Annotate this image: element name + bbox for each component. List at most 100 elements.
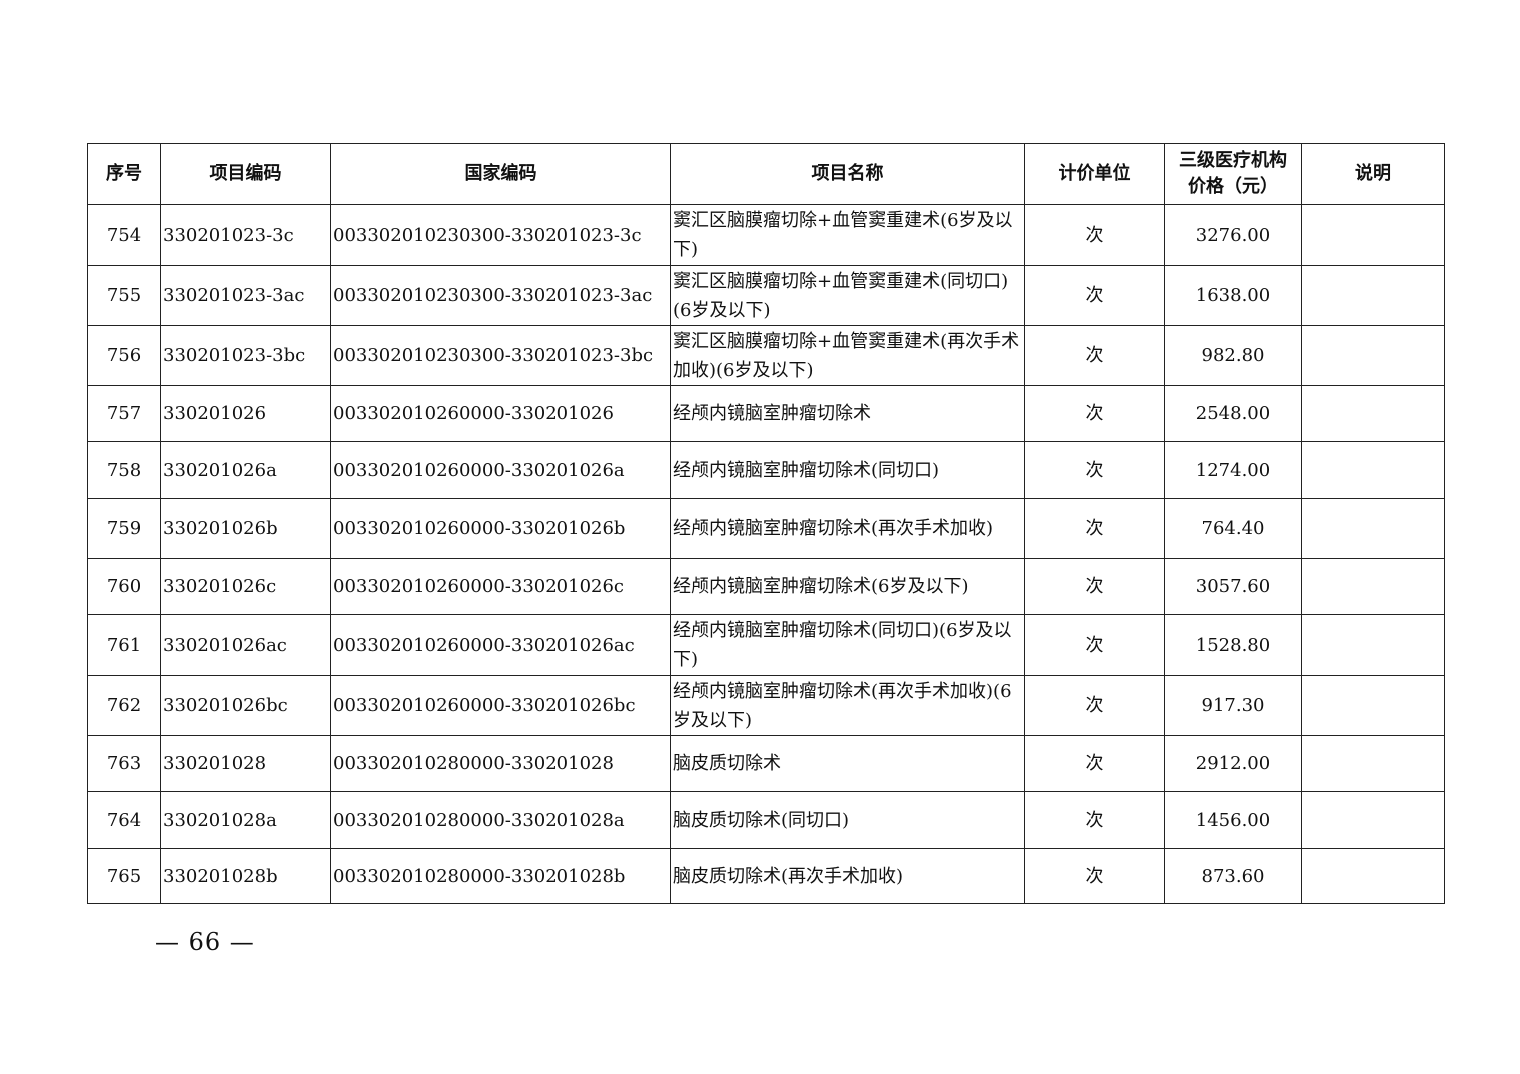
row-no: 754 [87, 204, 161, 266]
header-unit: 计价单位 [1024, 143, 1165, 205]
row-national-code: 003302010260000-330201026a [330, 441, 671, 499]
row-code: 330201026c [160, 558, 331, 615]
row-code: 330201026 [160, 385, 331, 442]
header-code: 项目编码 [160, 143, 331, 205]
row-no: 765 [87, 848, 161, 904]
price-table: 序号 项目编码 国家编码 项目名称 计价单位 三级医疗机构 价格（元） 说明 75… [87, 143, 1445, 904]
header-name: 项目名称 [670, 143, 1025, 205]
row-unit: 次 [1024, 558, 1165, 615]
row-name: 脑皮质切除术(再次手术加收) [670, 848, 1025, 904]
row-name: 脑皮质切除术 [670, 735, 1025, 792]
row-no: 757 [87, 385, 161, 442]
row-no: 759 [87, 498, 161, 559]
row-unit: 次 [1024, 265, 1165, 326]
row-note [1301, 791, 1445, 849]
row-name: 脑皮质切除术(同切口) [670, 791, 1025, 849]
header-note: 说明 [1301, 143, 1445, 205]
row-national-code: 003302010230300-330201023-3ac [330, 265, 671, 326]
row-unit: 次 [1024, 385, 1165, 442]
row-name: 窦汇区脑膜瘤切除+血管窦重建术(再次手术加收)(6岁及以下) [670, 325, 1025, 386]
row-unit: 次 [1024, 325, 1165, 386]
row-national-code: 003302010260000-330201026b [330, 498, 671, 559]
row-code: 330201023-3bc [160, 325, 331, 386]
table-row: 765 330201028b 003302010280000-330201028b 脑… [87, 848, 1445, 904]
row-national-code: 003302010280000-330201028a [330, 791, 671, 849]
row-code: 330201028b [160, 848, 331, 904]
row-national-code: 003302010260000-330201026ac [330, 614, 671, 676]
table-row: 763 330201028 003302010280000-330201028 脑皮质… [87, 735, 1445, 792]
row-name: 经颅内镜脑室肿瘤切除术(再次手术加收)(6岁及以下) [670, 675, 1025, 736]
table-row: 759 330201026b 003302010260000-330201026b 经… [87, 498, 1445, 559]
table-row: 760 330201026c 003302010260000-330201026c 经… [87, 558, 1445, 615]
table-row: 762 330201026bc 003302010260000-330201026b… [87, 675, 1445, 736]
table-row: 761 330201026ac 003302010260000-330201026a… [87, 614, 1445, 676]
table-row: 764 330201028a 003302010280000-330201028a 脑… [87, 791, 1445, 849]
row-unit: 次 [1024, 791, 1165, 849]
row-national-code: 003302010260000-330201026c [330, 558, 671, 615]
row-note [1301, 614, 1445, 676]
row-unit: 次 [1024, 498, 1165, 559]
row-note [1301, 675, 1445, 736]
row-national-code: 003302010260000-330201026bc [330, 675, 671, 736]
row-no: 755 [87, 265, 161, 326]
header-no: 序号 [87, 143, 161, 205]
row-note [1301, 848, 1445, 904]
row-price: 1638.00 [1164, 265, 1302, 326]
row-price: 873.60 [1164, 848, 1302, 904]
header-price-line2: 价格（元） [1188, 176, 1278, 197]
row-note [1301, 441, 1445, 499]
row-price: 1528.80 [1164, 614, 1302, 676]
row-code: 330201026b [160, 498, 331, 559]
row-no: 763 [87, 735, 161, 792]
row-price: 2548.00 [1164, 385, 1302, 442]
row-price: 2912.00 [1164, 735, 1302, 792]
table-row: 758 330201026a 003302010260000-330201026a 经… [87, 441, 1445, 499]
row-unit: 次 [1024, 848, 1165, 904]
row-price: 3276.00 [1164, 204, 1302, 266]
row-code: 330201026a [160, 441, 331, 499]
row-national-code: 003302010230300-330201023-3c [330, 204, 671, 266]
row-name: 经颅内镜脑室肿瘤切除术(同切口) [670, 441, 1025, 499]
row-note [1301, 498, 1445, 559]
row-code: 330201023-3ac [160, 265, 331, 326]
row-unit: 次 [1024, 614, 1165, 676]
row-price: 1274.00 [1164, 441, 1302, 499]
page-number: — 66 — [155, 928, 255, 956]
row-code: 330201028a [160, 791, 331, 849]
row-national-code: 003302010280000-330201028 [330, 735, 671, 792]
row-unit: 次 [1024, 441, 1165, 499]
row-code: 330201026ac [160, 614, 331, 676]
row-name: 经颅内镜脑室肿瘤切除术 [670, 385, 1025, 442]
table-row: 757 330201026 003302010260000-330201026 经颅内… [87, 385, 1445, 442]
row-price: 917.30 [1164, 675, 1302, 736]
row-price: 764.40 [1164, 498, 1302, 559]
header-price: 三级医疗机构 价格（元） [1164, 143, 1302, 205]
row-no: 764 [87, 791, 161, 849]
row-code: 330201026bc [160, 675, 331, 736]
row-no: 756 [87, 325, 161, 386]
row-name: 经颅内镜脑室肿瘤切除术(同切口)(6岁及以下) [670, 614, 1025, 676]
header-national-code: 国家编码 [330, 143, 671, 205]
row-name: 窦汇区脑膜瘤切除+血管窦重建术(同切口)(6岁及以下) [670, 265, 1025, 326]
row-unit: 次 [1024, 675, 1165, 736]
row-no: 760 [87, 558, 161, 615]
row-national-code: 003302010230300-330201023-3bc [330, 325, 671, 386]
row-note [1301, 265, 1445, 326]
row-price: 3057.60 [1164, 558, 1302, 615]
row-note [1301, 325, 1445, 386]
row-unit: 次 [1024, 735, 1165, 792]
table-row: 756 330201023-3bc 003302010230300-33020102… [87, 325, 1445, 386]
row-name: 窦汇区脑膜瘤切除+血管窦重建术(6岁及以下) [670, 204, 1025, 266]
row-no: 761 [87, 614, 161, 676]
row-note [1301, 385, 1445, 442]
table-row: 755 330201023-3ac 003302010230300-33020102… [87, 265, 1445, 326]
row-note [1301, 204, 1445, 266]
table-header-row: 序号 项目编码 国家编码 项目名称 计价单位 三级医疗机构 价格（元） 说明 [87, 143, 1445, 205]
row-code: 330201023-3c [160, 204, 331, 266]
row-code: 330201028 [160, 735, 331, 792]
header-price-line1: 三级医疗机构 [1179, 150, 1287, 171]
row-national-code: 003302010260000-330201026 [330, 385, 671, 442]
row-note [1301, 558, 1445, 615]
table-row: 754 330201023-3c 003302010230300-330201023… [87, 204, 1445, 266]
row-national-code: 003302010280000-330201028b [330, 848, 671, 904]
